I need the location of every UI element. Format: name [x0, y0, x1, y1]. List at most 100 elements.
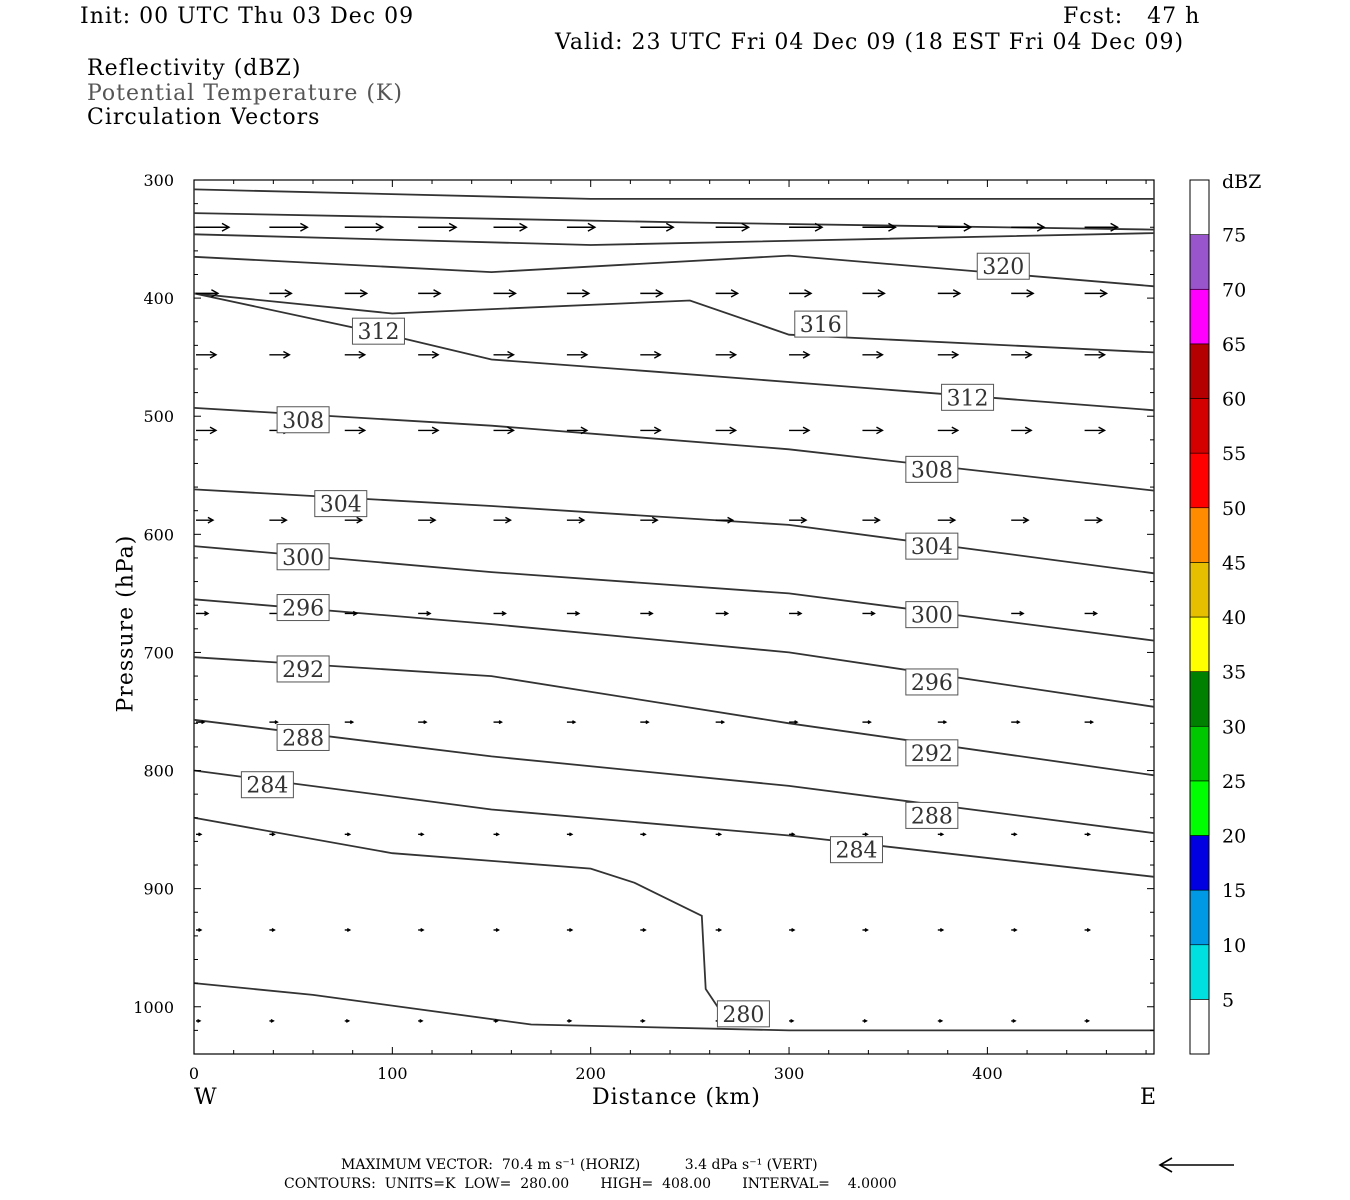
vector-arrow [937, 927, 945, 932]
colorbar-swatch [1189, 562, 1210, 618]
valid-time: Valid: 23 UTC Fri 04 Dec 09 (18 EST Fri … [555, 30, 1185, 55]
contour-label: 320 [976, 252, 1030, 280]
vector-arrow [789, 289, 813, 298]
colorbar-frame [1189, 179, 1210, 1055]
vector-arrow [269, 1018, 275, 1023]
contour-label: 308 [276, 406, 330, 434]
vector-arrow [196, 832, 203, 837]
vector-arrow [937, 426, 960, 435]
vector-arrow [196, 222, 231, 232]
vector-arrow [493, 610, 507, 617]
vector-arrow [789, 516, 808, 524]
vector-arrow [269, 350, 291, 359]
colorbar-label: 30 [1222, 716, 1246, 738]
vector-arrow [1084, 350, 1107, 359]
vector-arrow [344, 426, 367, 435]
vector-arrow [789, 832, 796, 837]
vector-arrow [937, 516, 957, 524]
vector-arrow [1084, 222, 1120, 232]
vector-arrow [640, 222, 675, 232]
init-time: Init: 00 UTC Thu 03 Dec 09 [80, 4, 415, 29]
vector-arrow [640, 610, 654, 617]
colorbar-label: 75 [1222, 225, 1246, 247]
svg-text:296: 296 [282, 597, 324, 622]
contour-label: 300 [276, 543, 330, 571]
vector-arrow [715, 426, 738, 435]
vector-arrow [1011, 610, 1025, 617]
vector-arrow [640, 832, 647, 837]
vector-arrow [196, 927, 203, 932]
svg-text:312: 312 [947, 386, 989, 411]
vector-arrow [566, 516, 586, 524]
contour-label: 284 [829, 836, 883, 864]
colorbar-title: dBZ [1222, 171, 1261, 193]
vector-arrow [789, 1018, 795, 1023]
vector-arrow [937, 289, 962, 298]
contour-line-unlabeled-1 [193, 212, 1155, 231]
vector-arrow [493, 720, 503, 725]
vector-arrow [566, 1018, 573, 1023]
vector-arrow [1011, 516, 1030, 524]
contour-label: 280 [716, 1000, 770, 1028]
colorbar-swatch [1189, 234, 1210, 290]
vector-arrow [862, 610, 876, 617]
vector-arrow [862, 350, 884, 359]
colorbar-label: 60 [1222, 389, 1246, 411]
vector-arrow [344, 516, 364, 524]
vector-arrow [640, 927, 647, 932]
svg-text:308: 308 [282, 409, 324, 434]
vector-arrow [344, 927, 352, 932]
vector-arrow [862, 1018, 868, 1023]
vector-arrow [1084, 1018, 1091, 1023]
vector-arrow [937, 1018, 944, 1023]
svg-text:312: 312 [357, 320, 399, 345]
vector-arrow [1084, 927, 1092, 932]
y-tick-label: 800 [143, 762, 174, 781]
vector-arrow [566, 350, 589, 359]
x-tick-label: 400 [972, 1064, 1003, 1083]
field-reflectivity: Reflectivity (dBZ) [87, 56, 302, 81]
vector-arrow [937, 350, 960, 359]
colorbar-swatch [1189, 179, 1210, 235]
vector-arrow [493, 350, 515, 359]
vector-arrow [1084, 516, 1104, 524]
vector-arrow [493, 289, 517, 298]
colorbar-swatch [1189, 507, 1210, 563]
colorbar-swatch [1189, 616, 1210, 672]
vector-arrow [418, 426, 440, 435]
vector-arrow [493, 426, 515, 435]
colorbar-swatch [1189, 671, 1210, 727]
max-vector-note: MAXIMUM VECTOR: 70.4 m s⁻¹ (HORIZ) 3.4 d… [341, 1157, 818, 1173]
contour-line-288 [193, 718, 1155, 834]
vector-arrow [1011, 832, 1018, 837]
vector-arrow [196, 289, 220, 298]
vector-arrow [937, 720, 948, 725]
vector-arrow [1011, 222, 1046, 232]
vector-arrow [418, 610, 432, 617]
vector-arrow [862, 289, 886, 298]
theta-contours [193, 188, 1155, 1032]
vector-arrow [715, 832, 723, 837]
colorbar-swatch [1189, 725, 1210, 782]
vector-arrow [1084, 832, 1092, 837]
svg-text:316: 316 [800, 313, 842, 338]
vector-arrow [344, 222, 385, 232]
vector-arrow [715, 516, 735, 524]
vector-arrow [418, 832, 425, 837]
svg-text:304: 304 [911, 535, 953, 560]
contour-line-312 [193, 292, 1155, 412]
vector-arrow [344, 720, 355, 725]
vector-arrow [715, 289, 740, 298]
vector-arrow [418, 516, 437, 524]
vector-arrow [640, 289, 664, 298]
vector-arrow [640, 426, 662, 435]
contours-note: CONTOURS: UNITS=K LOW= 280.00 HIGH= 408.… [284, 1176, 897, 1192]
colorbar-swatch [1189, 398, 1210, 454]
vector-arrow [862, 516, 881, 524]
vector-arrow [344, 610, 359, 617]
vector-arrow [862, 426, 884, 435]
vector-arrow [493, 1018, 499, 1023]
vector-arrow [269, 222, 309, 232]
svg-text:296: 296 [911, 671, 953, 696]
